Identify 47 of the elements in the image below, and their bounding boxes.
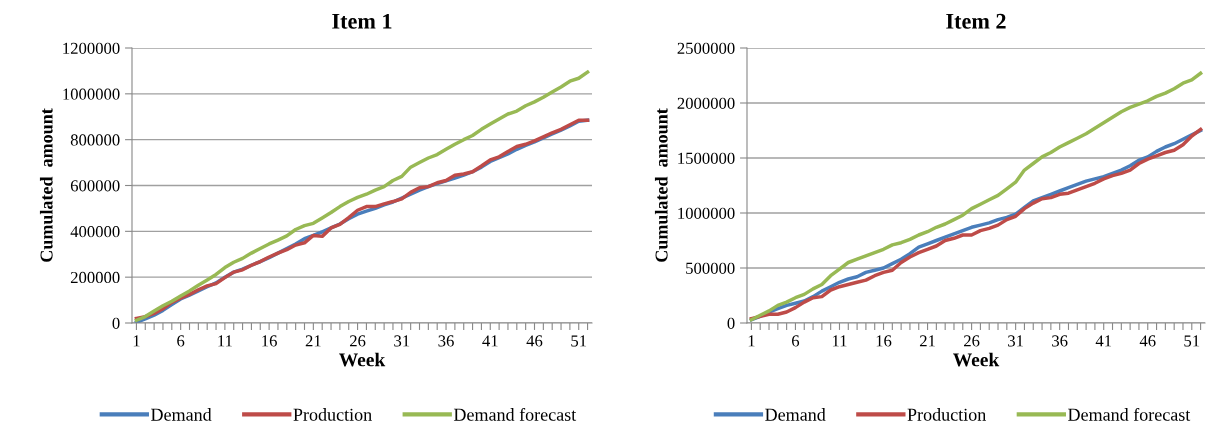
x-tick-label: 31	[1008, 335, 1023, 347]
x-tick-label: 51	[1184, 335, 1200, 347]
x-tick-label: 21	[305, 335, 321, 347]
y-tick-label: 600000	[70, 180, 120, 192]
x-tick-label: 36	[1052, 335, 1068, 347]
legend-label: Demand forecast	[1068, 407, 1191, 421]
x-tick-label: 41	[1095, 335, 1112, 347]
legend-label: Demand forecast	[453, 407, 577, 421]
y-tick-label: 2500000	[677, 42, 735, 54]
x-tick-label: 46	[1139, 335, 1156, 347]
x-tick-label: 1	[748, 335, 755, 347]
x-tick-label: 51	[571, 335, 587, 347]
y-tick-label: 1200000	[63, 42, 120, 54]
legend-label: Demand	[151, 408, 212, 421]
y-tick-label: 2000000	[677, 97, 735, 109]
x-tick-label: 36	[438, 335, 454, 347]
x-tick-label: 16	[262, 335, 277, 347]
x-tick-label: 41	[482, 335, 498, 347]
x-tick-label: 31	[394, 335, 410, 347]
y-tick-label: 200000	[70, 271, 120, 284]
y-tick-label: 400000	[70, 226, 120, 238]
y-tick-label: 0	[112, 317, 120, 329]
x-axis-title: Week	[953, 352, 1000, 367]
y-tick-label: 800000	[70, 134, 120, 146]
x-tick-label: 26	[963, 335, 980, 347]
chart-title: Item 2	[946, 13, 1006, 29]
chart-title: Item 1	[332, 13, 392, 29]
x-axis-title: Week	[339, 352, 386, 367]
y-tick-label: 500000	[686, 262, 735, 274]
y-tick-label: 1000000	[678, 207, 735, 219]
x-tick-label: 26	[349, 335, 366, 347]
y-axis-title: Cumulated amount	[39, 108, 53, 262]
x-tick-label: 11	[832, 335, 847, 347]
x-tick-label: 46	[526, 335, 543, 347]
y-tick-label: 0	[727, 317, 735, 329]
legend-label: Production	[293, 408, 372, 421]
legend-label: Production	[907, 408, 986, 421]
x-tick-label: 11	[218, 335, 232, 347]
x-tick-label: 21	[919, 335, 935, 347]
x-tick-label: 6	[791, 335, 800, 347]
legend-label: Demand	[765, 408, 826, 421]
x-tick-label: 6	[177, 335, 185, 347]
x-tick-label: 1	[133, 335, 140, 347]
y-axis-title: Cumulated amount	[654, 108, 668, 262]
x-tick-label: 16	[876, 335, 892, 347]
y-tick-label: 1500000	[678, 152, 735, 164]
y-tick-label: 1000000	[63, 88, 120, 100]
